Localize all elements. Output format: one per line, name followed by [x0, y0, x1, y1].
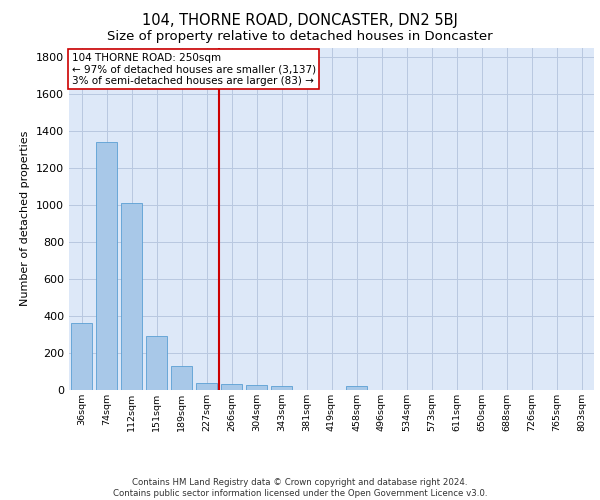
Bar [121, 203, 142, 390]
Y-axis label: Number of detached properties: Number of detached properties [20, 131, 31, 306]
Bar [196, 382, 217, 390]
Text: 104 THORNE ROAD: 250sqm
← 97% of detached houses are smaller (3,137)
3% of semi-: 104 THORNE ROAD: 250sqm ← 97% of detache… [71, 52, 316, 86]
Bar [346, 386, 367, 390]
Bar [271, 386, 292, 390]
Bar [146, 336, 167, 390]
Bar [71, 324, 92, 390]
Bar [96, 142, 117, 390]
Text: Size of property relative to detached houses in Doncaster: Size of property relative to detached ho… [107, 30, 493, 43]
Text: Contains HM Land Registry data © Crown copyright and database right 2024.
Contai: Contains HM Land Registry data © Crown c… [113, 478, 487, 498]
Bar [246, 386, 267, 390]
Text: 104, THORNE ROAD, DONCASTER, DN2 5BJ: 104, THORNE ROAD, DONCASTER, DN2 5BJ [142, 12, 458, 28]
Bar [171, 366, 192, 390]
Bar [221, 384, 242, 390]
